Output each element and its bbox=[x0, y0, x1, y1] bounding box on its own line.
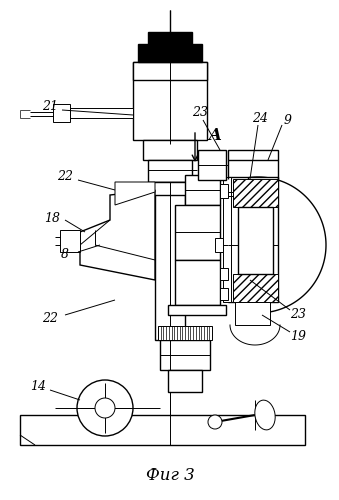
Bar bbox=[223, 177, 231, 302]
Bar bbox=[148, 160, 192, 182]
Bar bbox=[220, 268, 228, 280]
Text: Фиг 3: Фиг 3 bbox=[146, 466, 194, 483]
Bar bbox=[168, 305, 226, 315]
Bar bbox=[168, 370, 202, 392]
Bar bbox=[228, 177, 278, 302]
Bar bbox=[138, 44, 202, 62]
Bar bbox=[220, 184, 228, 198]
Bar bbox=[233, 179, 278, 207]
Text: 8: 8 bbox=[61, 248, 69, 262]
Bar bbox=[158, 326, 212, 340]
Text: 14: 14 bbox=[30, 380, 46, 394]
Circle shape bbox=[77, 380, 133, 436]
Bar bbox=[220, 288, 228, 300]
Text: 19: 19 bbox=[290, 330, 306, 344]
Bar bbox=[143, 140, 197, 160]
Polygon shape bbox=[115, 182, 155, 205]
Bar bbox=[238, 207, 273, 274]
Bar bbox=[148, 182, 192, 195]
Bar bbox=[133, 62, 207, 140]
Text: 22: 22 bbox=[42, 312, 58, 324]
Bar bbox=[185, 175, 220, 205]
Text: 9: 9 bbox=[284, 114, 292, 126]
Bar bbox=[233, 274, 278, 302]
Text: 23: 23 bbox=[290, 308, 306, 320]
Text: 21: 21 bbox=[42, 100, 58, 114]
Bar bbox=[160, 340, 210, 370]
Ellipse shape bbox=[255, 400, 275, 430]
Bar bbox=[133, 62, 207, 80]
Bar bbox=[215, 238, 223, 252]
Text: 18: 18 bbox=[44, 212, 60, 224]
Circle shape bbox=[95, 398, 115, 418]
Bar bbox=[175, 260, 220, 305]
Bar bbox=[70, 108, 133, 118]
Bar bbox=[235, 302, 270, 325]
Bar bbox=[20, 415, 305, 445]
Bar bbox=[155, 182, 185, 340]
Text: 23: 23 bbox=[192, 106, 208, 120]
Bar bbox=[60, 230, 80, 252]
Bar bbox=[175, 205, 220, 260]
Bar bbox=[228, 150, 278, 160]
Bar bbox=[53, 104, 70, 122]
Bar bbox=[148, 32, 192, 44]
Text: 24: 24 bbox=[252, 112, 268, 124]
Polygon shape bbox=[80, 190, 155, 280]
Text: A: A bbox=[208, 126, 221, 144]
Circle shape bbox=[208, 415, 222, 429]
Text: 22: 22 bbox=[57, 170, 73, 183]
Bar bbox=[198, 150, 226, 180]
